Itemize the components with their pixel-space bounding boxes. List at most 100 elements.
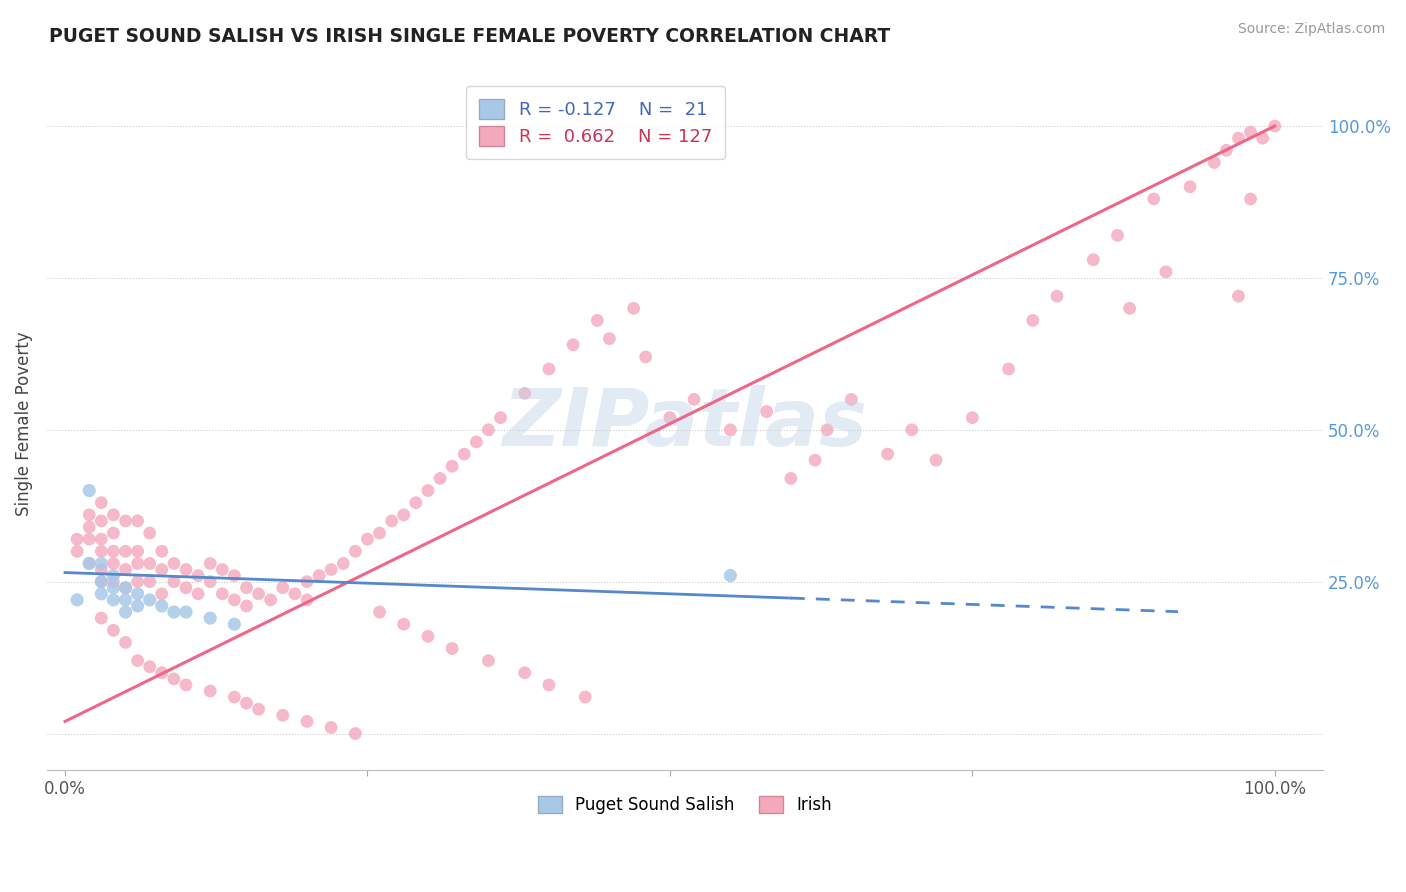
Point bbox=[271, 581, 294, 595]
Text: Source: ZipAtlas.com: Source: ZipAtlas.com bbox=[1237, 22, 1385, 37]
Point bbox=[150, 665, 173, 680]
Point bbox=[392, 508, 415, 522]
Point bbox=[77, 508, 100, 522]
Point bbox=[174, 678, 197, 692]
Text: ZIPatlas: ZIPatlas bbox=[502, 384, 868, 463]
Point bbox=[138, 659, 160, 673]
Point bbox=[127, 514, 149, 528]
Y-axis label: Single Female Poverty: Single Female Poverty bbox=[15, 332, 32, 516]
Point bbox=[718, 568, 741, 582]
Legend: Puget Sound Salish, Irish: Puget Sound Salish, Irish bbox=[529, 786, 842, 824]
Point bbox=[260, 593, 283, 607]
Point bbox=[150, 562, 173, 576]
Point bbox=[718, 423, 741, 437]
Point bbox=[127, 557, 149, 571]
Point bbox=[804, 453, 827, 467]
Point bbox=[441, 641, 464, 656]
Point bbox=[224, 568, 246, 582]
Point bbox=[77, 557, 100, 571]
Point bbox=[381, 514, 404, 528]
Point bbox=[416, 629, 439, 643]
Point bbox=[90, 611, 112, 625]
Point bbox=[925, 453, 948, 467]
Point bbox=[174, 581, 197, 595]
Point bbox=[755, 404, 778, 418]
Point bbox=[1046, 289, 1069, 303]
Point bbox=[103, 557, 125, 571]
Point bbox=[1264, 119, 1286, 133]
Point bbox=[1143, 192, 1166, 206]
Point bbox=[1251, 131, 1274, 145]
Point bbox=[90, 562, 112, 576]
Point bbox=[453, 447, 475, 461]
Point bbox=[876, 447, 898, 461]
Point bbox=[224, 593, 246, 607]
Point bbox=[127, 587, 149, 601]
Point bbox=[477, 654, 499, 668]
Point bbox=[77, 532, 100, 546]
Point bbox=[114, 562, 136, 576]
Point bbox=[489, 410, 512, 425]
Point bbox=[295, 574, 318, 589]
Point bbox=[211, 562, 233, 576]
Point bbox=[1154, 265, 1177, 279]
Point bbox=[90, 587, 112, 601]
Point bbox=[841, 392, 863, 407]
Point bbox=[295, 593, 318, 607]
Point bbox=[90, 496, 112, 510]
Point bbox=[308, 568, 330, 582]
Point bbox=[562, 337, 585, 351]
Point bbox=[815, 423, 838, 437]
Point bbox=[271, 708, 294, 723]
Point bbox=[284, 587, 307, 601]
Point bbox=[779, 471, 801, 485]
Point bbox=[598, 332, 620, 346]
Point bbox=[513, 665, 536, 680]
Point bbox=[224, 690, 246, 704]
Point bbox=[683, 392, 706, 407]
Point bbox=[150, 587, 173, 601]
Point bbox=[66, 593, 89, 607]
Point bbox=[66, 544, 89, 558]
Point bbox=[66, 532, 89, 546]
Point bbox=[114, 635, 136, 649]
Point bbox=[103, 624, 125, 638]
Point bbox=[103, 526, 125, 541]
Point bbox=[163, 672, 186, 686]
Point bbox=[1215, 144, 1237, 158]
Point bbox=[392, 617, 415, 632]
Point bbox=[174, 562, 197, 576]
Point bbox=[586, 313, 609, 327]
Point bbox=[103, 544, 125, 558]
Point bbox=[187, 587, 209, 601]
Point bbox=[90, 574, 112, 589]
Point bbox=[1083, 252, 1105, 267]
Point bbox=[1178, 179, 1201, 194]
Point bbox=[1239, 125, 1261, 139]
Point bbox=[90, 544, 112, 558]
Point bbox=[321, 562, 343, 576]
Point bbox=[150, 544, 173, 558]
Point bbox=[332, 557, 354, 571]
Point bbox=[114, 581, 136, 595]
Point bbox=[114, 605, 136, 619]
Point bbox=[465, 434, 488, 449]
Point bbox=[634, 350, 657, 364]
Text: PUGET SOUND SALISH VS IRISH SINGLE FEMALE POVERTY CORRELATION CHART: PUGET SOUND SALISH VS IRISH SINGLE FEMAL… bbox=[49, 27, 890, 45]
Point bbox=[114, 593, 136, 607]
Point bbox=[127, 654, 149, 668]
Point bbox=[962, 410, 984, 425]
Point bbox=[247, 587, 270, 601]
Point bbox=[901, 423, 924, 437]
Point bbox=[90, 532, 112, 546]
Point bbox=[103, 593, 125, 607]
Point bbox=[574, 690, 596, 704]
Point bbox=[138, 574, 160, 589]
Point bbox=[1107, 228, 1129, 243]
Point bbox=[321, 721, 343, 735]
Point bbox=[1022, 313, 1045, 327]
Point bbox=[200, 574, 222, 589]
Point bbox=[138, 593, 160, 607]
Point bbox=[1204, 155, 1226, 169]
Point bbox=[247, 702, 270, 716]
